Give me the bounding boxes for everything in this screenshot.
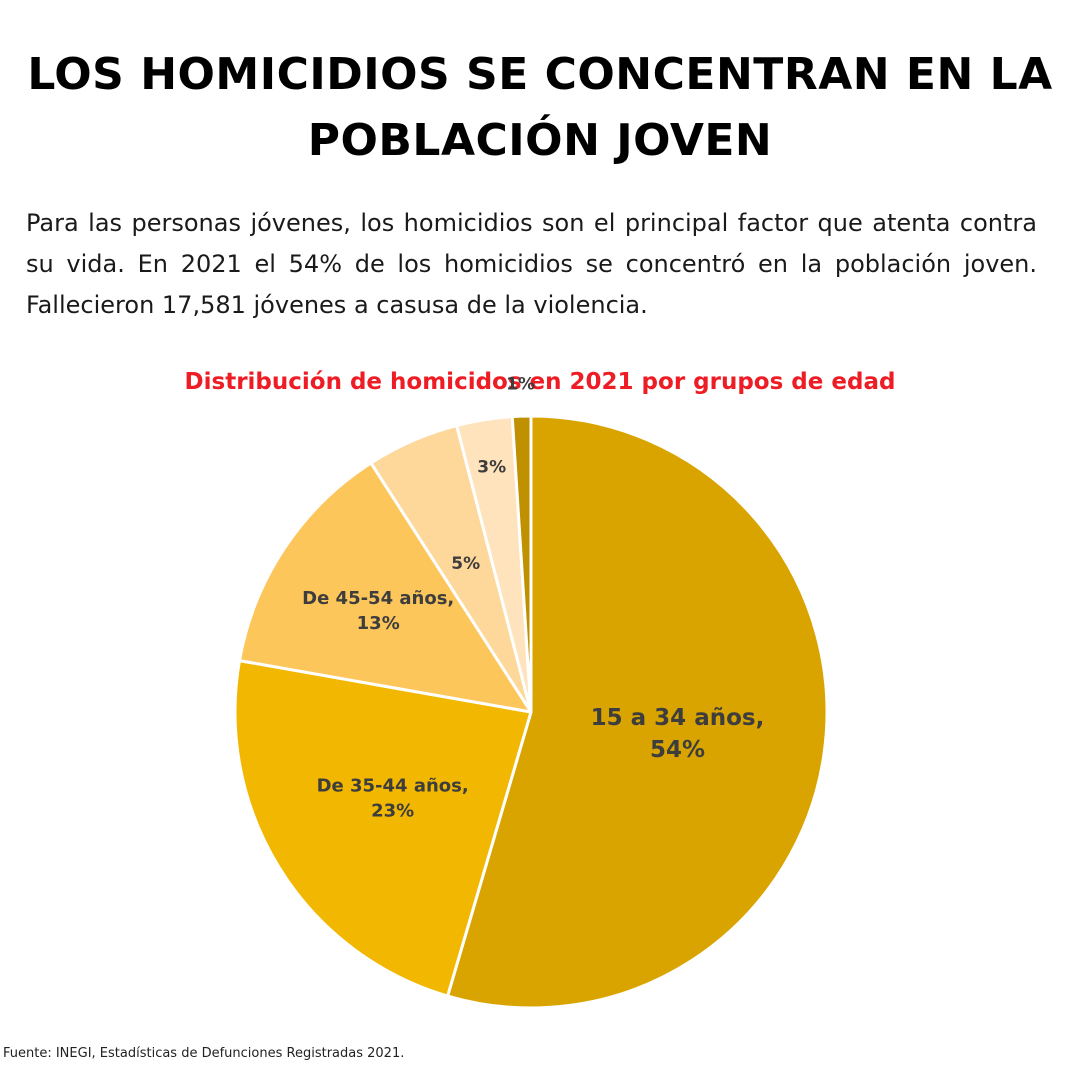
page-title: LOS HOMICIDIOS SE CONCENTRAN EN LA POBLA… bbox=[27, 49, 1053, 166]
pie-slice-label-5: 3% bbox=[477, 457, 506, 477]
pie-slice-label-6: 1% bbox=[506, 375, 535, 395]
pie-slice-label-1: 15 a 34 años, 54% bbox=[591, 705, 765, 763]
pie-slice-3 bbox=[237, 461, 533, 714]
pie-slice-label-4: 5% bbox=[451, 554, 480, 574]
pie-slice-1 bbox=[446, 414, 829, 1010]
pie-slice-2 bbox=[233, 659, 533, 998]
chart-title: Distribución de homicidos en 2021 por gr… bbox=[184, 369, 896, 395]
intro-paragraph: Para las personas jóvenes, los homicidio… bbox=[26, 209, 1037, 319]
pie-slice-6 bbox=[510, 414, 533, 714]
source-note: Fuente: INEGI, Estadísticas de Defuncion… bbox=[3, 1046, 405, 1061]
pie-slice-label-3: De 45-54 años, 13% bbox=[302, 588, 454, 634]
pie-slice-label-2: De 35-44 años, 23% bbox=[317, 776, 469, 822]
